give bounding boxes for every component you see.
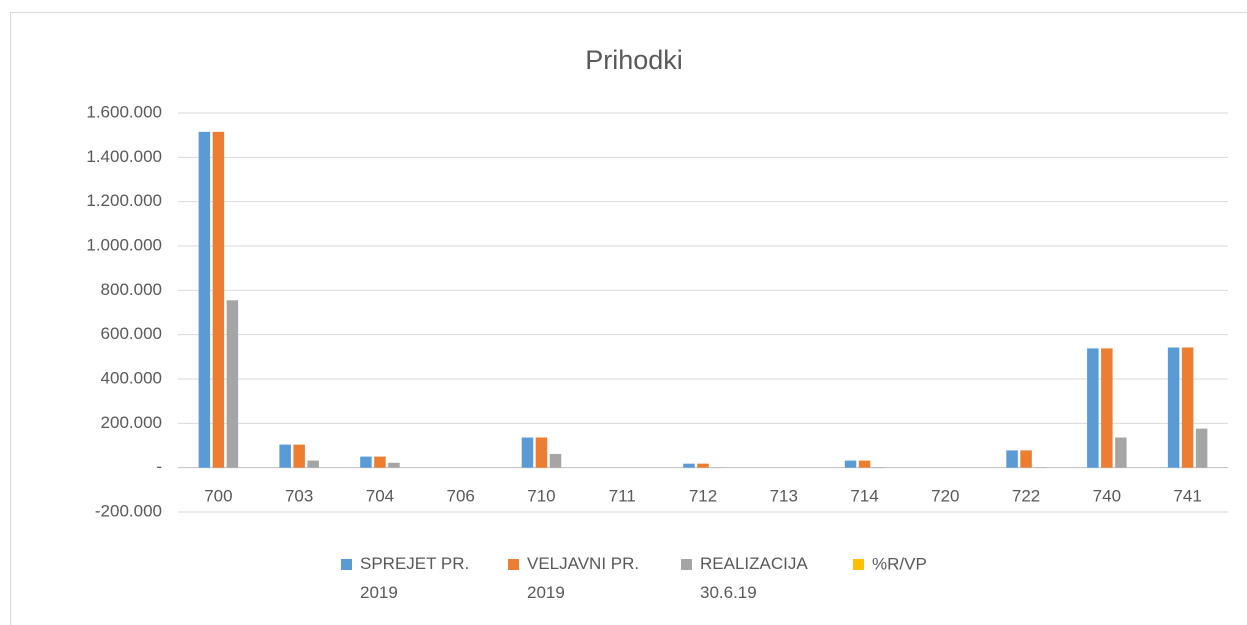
y-tick-label: 600.000 [101,324,162,343]
y-tick-label: 1.600.000 [86,102,162,121]
bar [212,131,225,468]
x-tick-label: 706 [447,486,475,505]
bar [1181,347,1194,468]
x-tick-label: 740 [1093,486,1121,505]
bar [293,444,305,468]
legend-line: 2019 [360,583,398,602]
bar [374,456,386,468]
bar [360,456,372,468]
legend-swatch [681,559,692,570]
bar [1167,347,1180,468]
bar [697,463,709,468]
legend-swatch [853,559,864,570]
bar [388,462,400,468]
x-tick-label: 712 [689,486,717,505]
bar [844,460,857,468]
legend-line: REALIZACIJA [700,554,808,573]
bar [307,460,319,468]
legend-label: REALIZACIJA 30.6.19 [700,554,808,602]
bar [279,444,291,468]
bar [198,131,211,468]
legend-line: VELJAVNI PR. [527,554,639,573]
y-tick-label: - [156,457,162,476]
legend-line: 30.6.19 [700,583,757,602]
legend-swatch [341,559,352,570]
y-tick-label: 400.000 [101,368,162,387]
x-tick-label: 703 [285,486,313,505]
legend-swatch [508,559,519,570]
y-tick-label: 200.000 [101,413,162,432]
bar [521,437,534,468]
x-tick-label: 713 [770,486,798,505]
bar [1115,437,1127,468]
legend-label: VELJAVNI PR. 2019 [527,554,639,602]
x-tick-label: 720 [931,486,959,505]
legend-line: 2019 [527,583,565,602]
bar [549,453,562,468]
y-tick-label: 1.000.000 [86,235,162,254]
legend-line: SPREJET PR. [360,554,469,573]
x-tick-label: 711 [609,486,636,505]
x-tick-label: 741 [1173,486,1201,505]
y-tick-label: -200.000 [95,501,162,520]
bar [226,300,239,468]
x-tick-label: 704 [366,486,394,505]
bar [1101,348,1113,468]
chart-title: Prihodki [585,45,683,75]
bar [535,437,548,468]
x-tick-label: 722 [1012,486,1040,505]
x-tick-label: 714 [850,486,878,505]
legend-label: %R/VP [872,554,927,573]
x-tick-label: 700 [204,486,232,505]
y-tick-label: 1.400.000 [86,147,162,166]
y-tick-label: 1.200.000 [86,191,162,210]
legend-label: SPREJET PR. 2019 [360,554,469,602]
bar [1195,428,1208,468]
chart-border [10,12,1247,625]
bar [1006,450,1018,468]
bar [1020,450,1032,468]
x-tick-label: 710 [527,486,555,505]
bar [683,463,695,468]
bar [858,460,871,468]
y-tick-label: 800.000 [101,280,162,299]
bar [1087,348,1099,468]
